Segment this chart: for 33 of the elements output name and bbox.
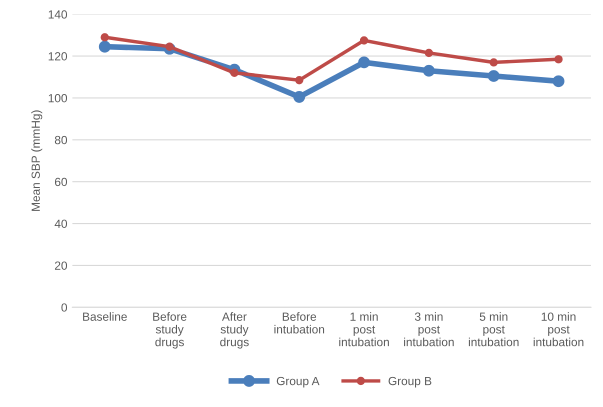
y-tick-label: 100 [48,94,68,102]
x-tick-label: 5 min post intubation [468,312,519,346]
x-tick-label: Baseline [83,312,127,321]
x-tick-label: 1 min post intubation [339,312,389,346]
point [295,76,304,84]
point [358,56,370,68]
point [100,33,109,42]
point [552,75,564,88]
x-tick-label: Before intubation [274,312,324,334]
y-tick-label: 120 [48,52,68,60]
legend-label: Group A [276,376,320,388]
x-tick-label: 10 min post intubation [534,312,584,346]
y-tick-label: 60 [54,178,68,186]
point [554,55,563,64]
point [488,70,500,82]
y-tick-label: 20 [54,261,68,270]
y-tick-label: 140 [48,10,68,19]
x-tick-label: Before study drugs [153,312,186,349]
y-axis-title: Mean SBP (mmHg) [31,110,42,211]
y-tick-label: 80 [54,136,68,144]
point [230,68,239,78]
y-tick-label: 40 [54,220,68,228]
x-tick-label: After study drugs [220,312,249,349]
point [424,48,434,58]
legend-label: Group B [388,376,432,388]
x-tick-label: 3 min post intubation [404,312,454,346]
point [490,58,498,67]
point [293,91,306,103]
point [98,40,111,53]
point [422,64,435,77]
point [360,36,368,45]
point [165,42,174,51]
y-tick-label: 0 [61,303,68,312]
